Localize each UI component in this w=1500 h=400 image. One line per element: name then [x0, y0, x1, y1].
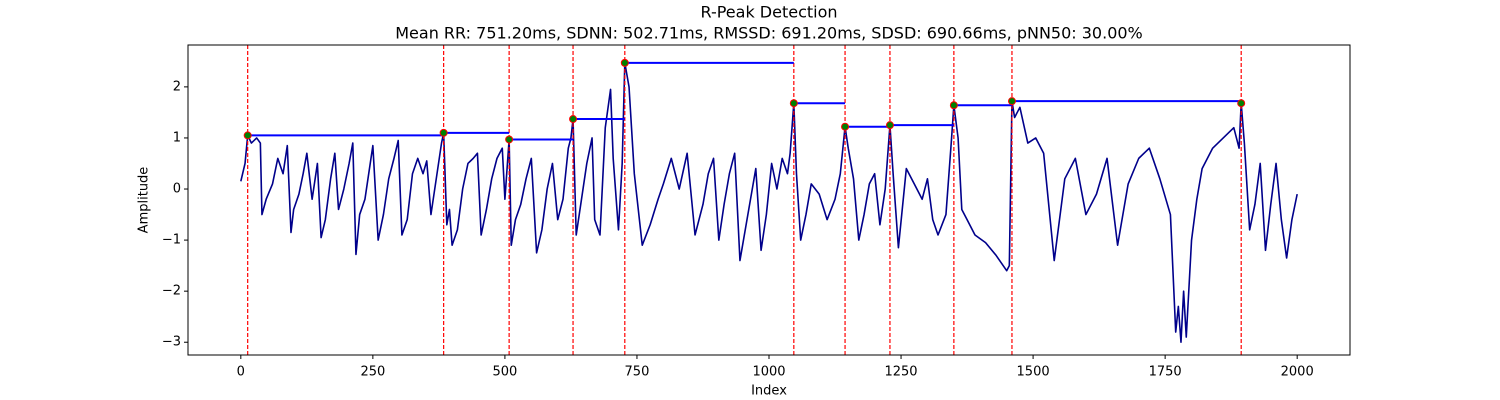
signal-line: [240, 62, 1298, 344]
x-tick-label: 1750: [1149, 365, 1182, 380]
peak-marker: [789, 99, 798, 108]
y-axis-label: Amplitude: [137, 167, 152, 234]
x-axis-label: Index: [751, 384, 787, 399]
x-tick-label: 1250: [884, 365, 917, 380]
peak-marker: [841, 122, 850, 131]
x-tick-label: 0: [237, 365, 245, 380]
x-tick-label: 1000: [752, 365, 785, 380]
x-tick-label: 2000: [1281, 365, 1314, 380]
peak-marker: [505, 135, 514, 144]
peak-marker: [620, 58, 629, 67]
x-tick-label: 250: [360, 365, 385, 380]
peak-marker: [949, 101, 958, 110]
x-tick-label: 750: [625, 365, 650, 380]
x-tick-label: 500: [492, 365, 517, 380]
peak-marker: [569, 115, 578, 124]
peak-marker: [1237, 99, 1246, 108]
y-tick-label: 1: [173, 130, 181, 145]
peak-marker: [885, 121, 894, 130]
chart-title: R-Peak Detection: [700, 3, 837, 22]
y-tick-label: −1: [162, 233, 181, 248]
chart-subtitle: Mean RR: 751.20ms, SDNN: 502.71ms, RMSSD…: [395, 24, 1143, 43]
peak-marker: [439, 128, 448, 137]
peak-marker: [1007, 97, 1016, 106]
y-tick-label: −2: [162, 284, 181, 299]
y-tick-label: −3: [162, 335, 181, 350]
peak-marker: [243, 131, 252, 140]
y-tick-label: 0: [173, 182, 181, 197]
x-tick-label: 1500: [1017, 365, 1050, 380]
plot-frame: [187, 44, 1351, 356]
y-tick-label: 2: [173, 79, 181, 94]
